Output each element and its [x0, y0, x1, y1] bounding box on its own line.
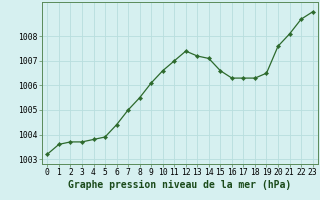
X-axis label: Graphe pression niveau de la mer (hPa): Graphe pression niveau de la mer (hPa) [68, 180, 292, 190]
